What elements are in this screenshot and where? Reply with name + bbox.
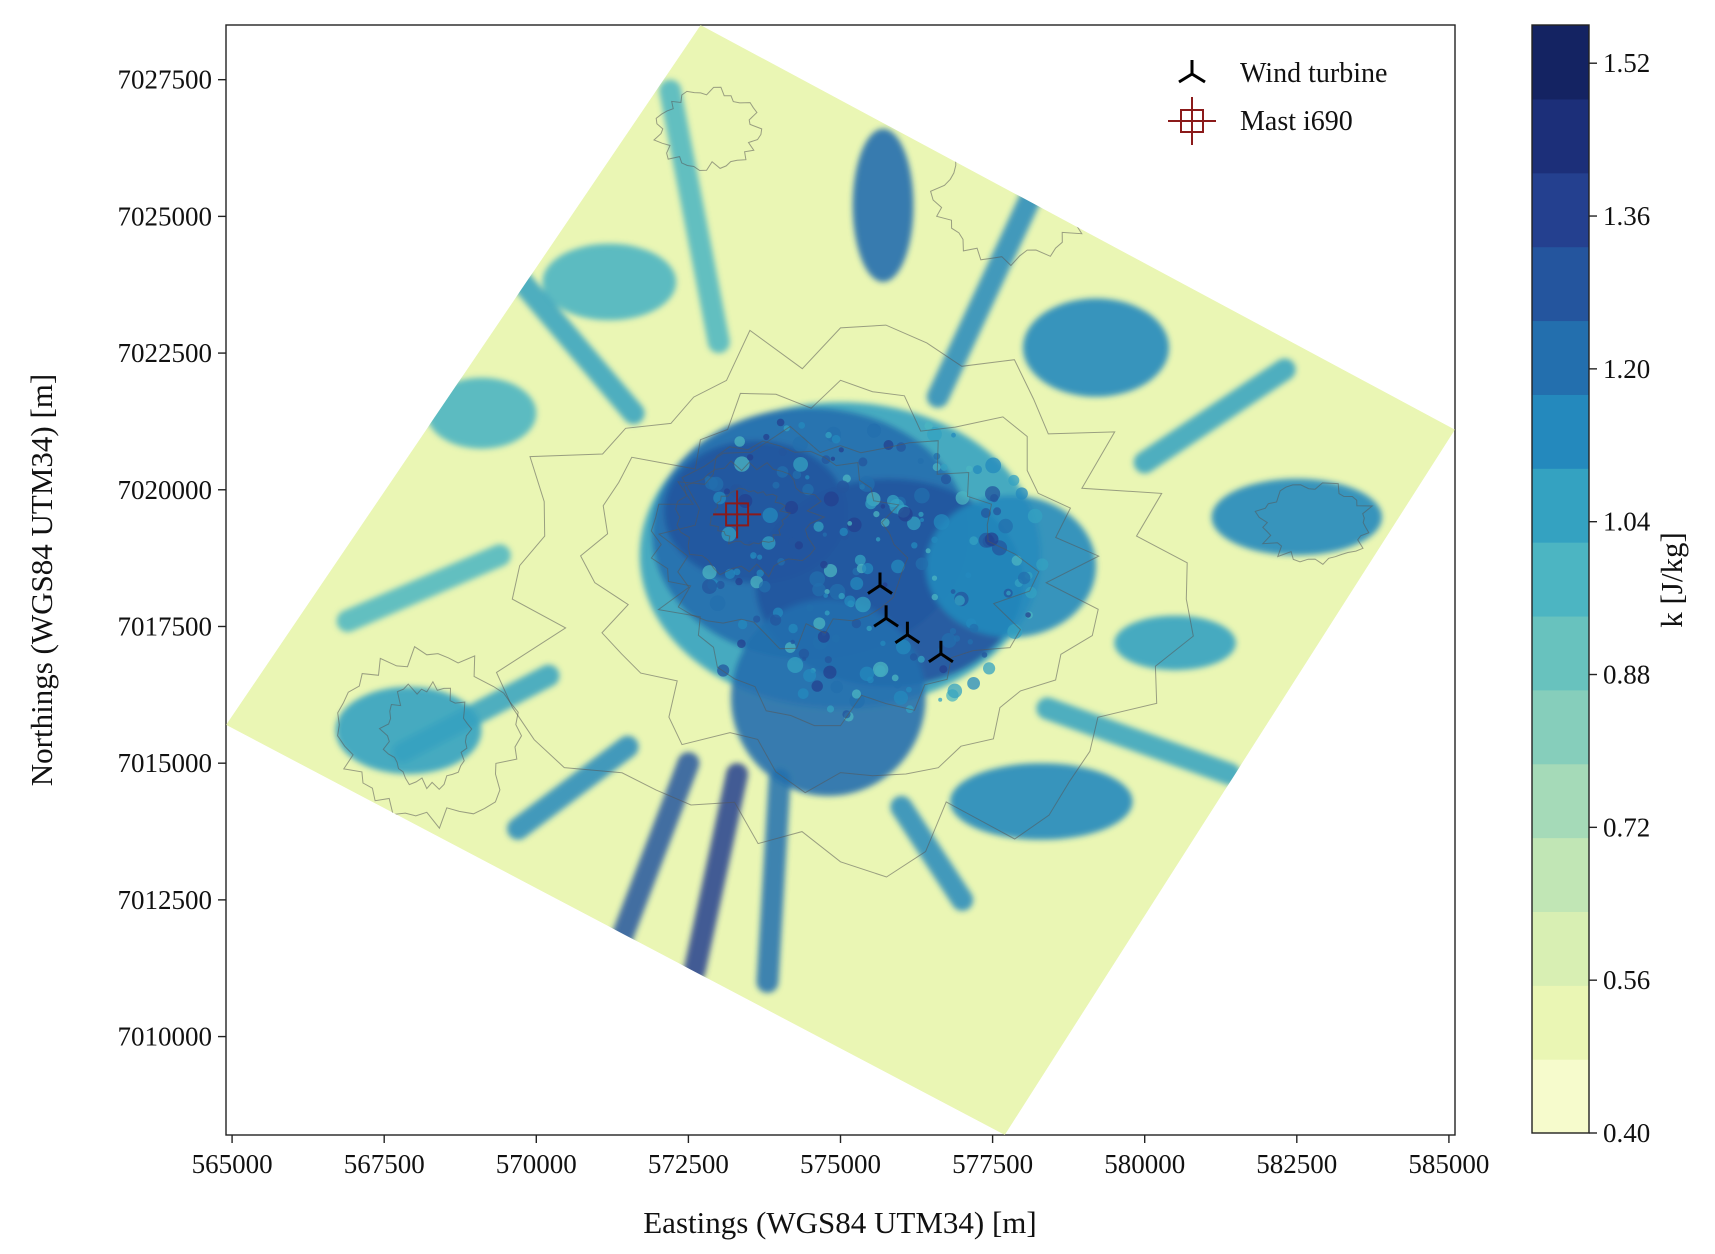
colorbar-swatch [1532, 246, 1589, 322]
colorbar-tick-label: 1.20 [1603, 354, 1650, 384]
colorbar-tick-label: 0.88 [1603, 660, 1650, 690]
wind-turbine-icon [894, 621, 921, 644]
colorbar-swatch [1532, 25, 1589, 100]
colorbar-swatch [1532, 468, 1589, 543]
legend: Wind turbine Mast i690 [1168, 58, 1387, 145]
x-tick-label: 585000 [1408, 1149, 1489, 1179]
colorbar-tick-label: 1.36 [1603, 201, 1650, 231]
legend-label-mast: Mast i690 [1240, 106, 1353, 137]
colorbar-swatch [1532, 615, 1589, 691]
colorbar-swatch [1532, 985, 1589, 1060]
y-tick-label: 7022500 [118, 338, 213, 368]
legend-turbine-icon [1178, 60, 1206, 84]
x-tick-label: 565000 [192, 1149, 273, 1179]
y-tick-label: 7020000 [118, 475, 213, 505]
colorbar-swatch [1532, 689, 1589, 765]
y-axis-title: Northings (WGS84 UTM34) [m] [24, 374, 59, 786]
y-tick-label: 7027500 [118, 65, 213, 95]
y-tick-label: 7012500 [118, 885, 213, 915]
colorbar-frame [1531, 24, 1590, 1134]
wind-turbine-icon [928, 640, 954, 664]
x-axis-title: Eastings (WGS84 UTM34) [m] [643, 1205, 1036, 1240]
colorbar-swatch [1532, 320, 1589, 395]
colorbar-swatch [1532, 763, 1589, 839]
k-field [226, 25, 1455, 1135]
colorbar-ticks: 0.40 0.56 0.72 0.88 1.04 1.20 1.36 1.52 [1589, 48, 1651, 1148]
x-tick-label: 572500 [648, 1149, 729, 1179]
x-tick-label: 582500 [1256, 1149, 1337, 1179]
legend-label-turbine: Wind turbine [1240, 58, 1387, 89]
colorbar-tick-label: 0.40 [1603, 1118, 1650, 1148]
colorbar-tick-label: 0.56 [1603, 965, 1650, 995]
x-tick-label: 575000 [800, 1149, 881, 1179]
colorbar-tick-label: 1.52 [1603, 48, 1650, 78]
colorbar-swatch [1532, 542, 1589, 617]
y-tick-label: 7010000 [118, 1022, 213, 1052]
colorbar-swatch [1532, 837, 1589, 912]
x-tick-label: 570000 [496, 1149, 577, 1179]
colorbar-swatch [1532, 394, 1589, 469]
x-axis: 565000 567500 570000 572500 575000 577500 5800… [192, 1135, 1489, 1179]
mast-icon [713, 490, 762, 539]
colorbar-swatch [1532, 1059, 1589, 1134]
colorbar-swatch [1532, 98, 1589, 174]
colorbar-swatch [1532, 911, 1589, 986]
colorbar-tick-label: 0.72 [1603, 812, 1650, 842]
x-tick-label: 577500 [952, 1149, 1033, 1179]
legend-mast-icon [1168, 97, 1216, 145]
mast-marker [713, 490, 762, 539]
wind-turbine-icon [867, 572, 893, 595]
colorbar [1532, 25, 1589, 1134]
colorbar-title: k [J/kg] [1654, 532, 1689, 628]
y-tick-label: 7017500 [118, 611, 213, 641]
colorbar-tick-label: 1.04 [1603, 507, 1651, 537]
wind-turbine-markers [867, 572, 954, 664]
y-axis: 7010000 7012500 7015000 7017500 7020000 70225… [118, 65, 226, 1052]
wind-turbine-icon [873, 605, 899, 628]
x-tick-label: 580000 [1104, 1149, 1185, 1179]
y-tick-label: 7015000 [118, 748, 213, 778]
y-tick-label: 7025000 [118, 201, 213, 231]
x-tick-label: 567500 [344, 1149, 425, 1179]
colorbar-swatch [1532, 172, 1589, 248]
